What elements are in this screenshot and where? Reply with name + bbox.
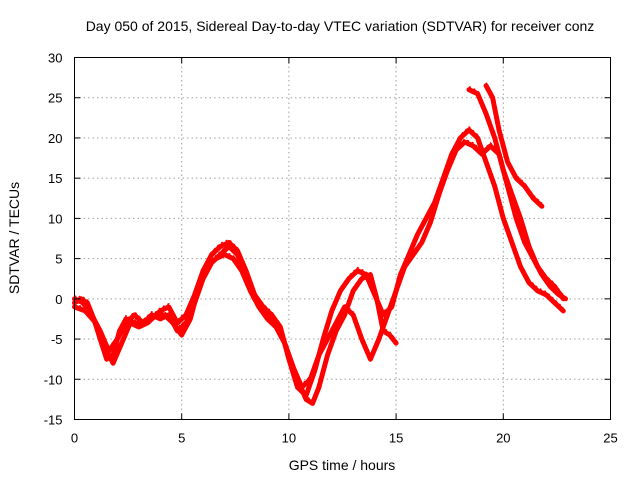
series-markers-track-4 (468, 86, 564, 297)
series-markers-track-3 (74, 138, 566, 386)
x-axis-label: GPS time / hours (289, 457, 396, 473)
y-tick-label: -5 (51, 332, 63, 347)
series-line-track-3 (72, 139, 568, 390)
y-axis-label: SDTVAR / TECUs (6, 182, 22, 294)
x-tick-label: 5 (178, 431, 185, 446)
y-tick-label: 15 (48, 171, 62, 186)
chart-title: Day 050 of 2015, Sidereal Day-to-day VTE… (86, 18, 595, 34)
x-tick-label: 15 (389, 431, 403, 446)
y-tick-label: 25 (48, 91, 62, 106)
y-tick-label: 0 (55, 292, 62, 307)
series-layer (72, 82, 568, 406)
y-tick-label: 5 (55, 252, 62, 267)
series-line-track-5 (483, 83, 545, 209)
x-tick-label: 20 (496, 431, 510, 446)
y-tick-label: -10 (44, 372, 63, 387)
x-tick-label: 10 (282, 431, 296, 446)
y-tick-label: 30 (48, 51, 62, 66)
x-tick-label: 25 (603, 431, 617, 446)
series-line-track-4 (466, 87, 566, 302)
y-tick-label: 20 (48, 131, 62, 146)
y-tick-label: -15 (44, 413, 63, 428)
grid (74, 57, 611, 420)
plot-frame (74, 57, 611, 420)
x-tick-label: 0 (71, 431, 78, 446)
ticks: 0 5 10 15 20 25 -15 -10 -5 0 5 10 15 20 25 30 (44, 51, 618, 446)
y-tick-label: 10 (48, 211, 62, 226)
